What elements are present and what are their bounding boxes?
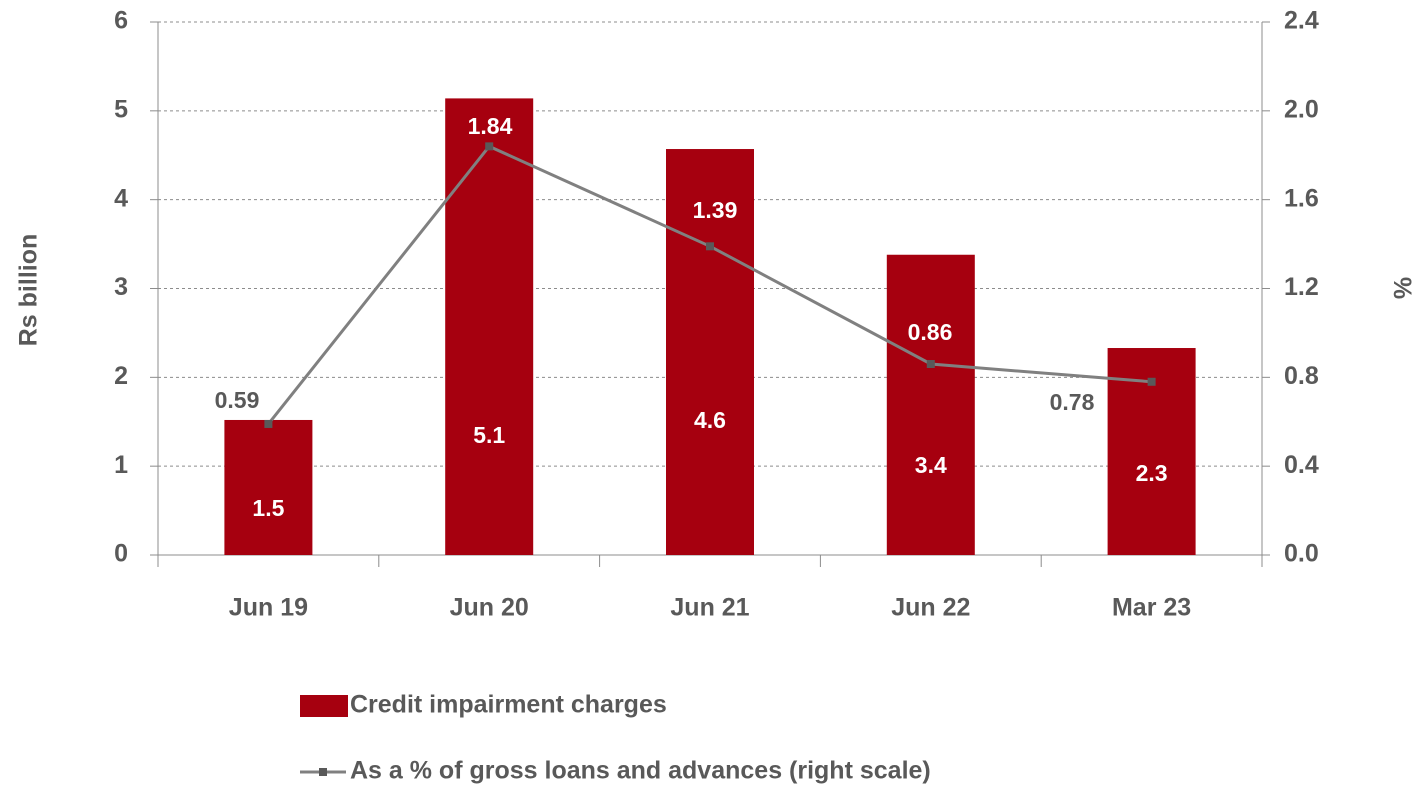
y-tick-label: 1 bbox=[114, 451, 128, 479]
bar-label: 2.3 bbox=[1136, 460, 1168, 486]
line-marker bbox=[1147, 377, 1156, 386]
y-tick-label: 3 bbox=[114, 273, 128, 301]
x-tick-label: Jun 21 bbox=[670, 594, 749, 622]
bar bbox=[445, 98, 534, 555]
bar-label: 5.1 bbox=[473, 422, 505, 448]
y2-tick-label: 0.8 bbox=[1284, 362, 1319, 390]
line-marker bbox=[485, 142, 494, 151]
y-tick-label: 6 bbox=[114, 7, 128, 35]
y2-tick-label: 1.2 bbox=[1284, 273, 1319, 301]
legend-swatch bbox=[319, 768, 327, 776]
bar-label: 4.6 bbox=[694, 407, 726, 433]
bar bbox=[224, 419, 313, 555]
y2-tick-label: 2.0 bbox=[1284, 95, 1319, 123]
y-tick-label: 0 bbox=[114, 540, 128, 568]
bar bbox=[666, 149, 754, 555]
line-label: 1.39 bbox=[693, 197, 738, 223]
line-label: 1.84 bbox=[468, 113, 513, 139]
line-marker bbox=[926, 360, 935, 369]
x-tick-label: Jun 19 bbox=[229, 594, 308, 622]
y-tick-label: 2 bbox=[114, 362, 128, 390]
y-tick-label: 4 bbox=[114, 184, 128, 212]
legend-label: As a % of gross loans and advances (righ… bbox=[350, 757, 931, 785]
x-tick-label: Jun 22 bbox=[891, 594, 970, 622]
y2-tick-label: 2.4 bbox=[1284, 7, 1319, 35]
legend-label: Credit impairment charges bbox=[350, 691, 667, 719]
y2-tick-label: 0.4 bbox=[1284, 451, 1319, 479]
x-tick-label: Mar 23 bbox=[1112, 594, 1191, 622]
y-axis-label: Rs billion bbox=[15, 234, 43, 347]
bar-label: 3.4 bbox=[915, 452, 947, 478]
y-tick-label: 5 bbox=[114, 95, 128, 123]
bar bbox=[886, 254, 975, 555]
x-tick-label: Jun 20 bbox=[450, 594, 529, 622]
line-marker bbox=[264, 419, 273, 428]
line-label: 0.86 bbox=[908, 319, 953, 345]
line-marker bbox=[706, 242, 714, 251]
legend-swatch bbox=[300, 695, 348, 717]
y2-tick-label: 0.0 bbox=[1284, 540, 1319, 568]
line-label: 0.59 bbox=[215, 387, 260, 413]
line-label: 0.78 bbox=[1050, 389, 1095, 415]
y2-tick-label: 1.6 bbox=[1284, 184, 1319, 212]
y2-axis-label: % bbox=[1390, 277, 1418, 299]
bar-label: 1.5 bbox=[252, 495, 284, 521]
